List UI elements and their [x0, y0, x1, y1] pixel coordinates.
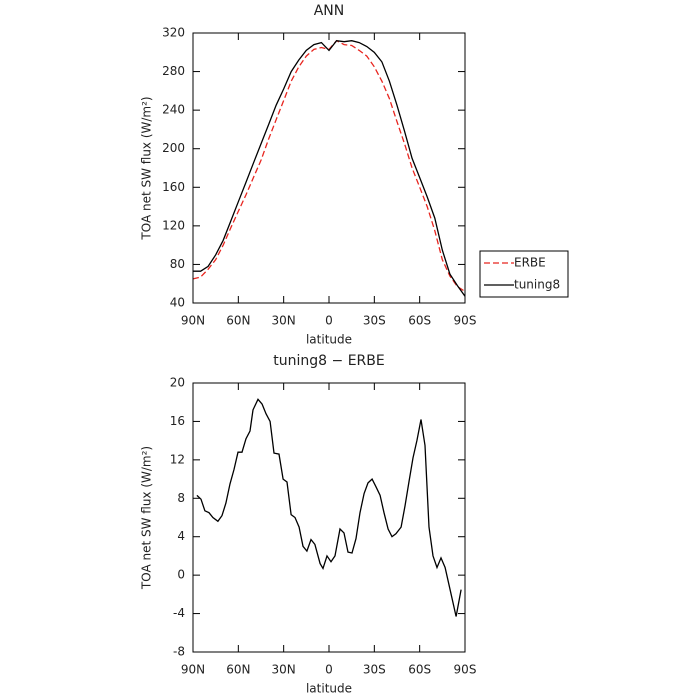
y-tick-label: 16 [170, 414, 185, 428]
x-tick-label: 60S [408, 663, 431, 677]
x-tick-label: 90N [181, 314, 205, 328]
x-tick-label: 0 [325, 314, 333, 328]
y-tick-label: 40 [170, 296, 185, 310]
x-axis-label: latitude [306, 333, 352, 347]
x-tick-label: 30N [272, 314, 296, 328]
x-tick-label: 30N [272, 663, 296, 677]
x-tick-label: 60N [226, 663, 250, 677]
x-tick-label: 30S [363, 314, 386, 328]
x-tick-label: 60S [408, 314, 431, 328]
y-axis-label: TOA net SW flux (W/m²) [140, 446, 154, 590]
chart-title: tuning8 − ERBE [273, 353, 384, 369]
y-tick-label: 200 [162, 141, 185, 155]
y-axis-label: TOA net SW flux (W/m²) [140, 96, 154, 240]
y-tick-label: 12 [170, 452, 185, 466]
plot-frame [192, 32, 466, 304]
x-tick-label: 60N [226, 314, 250, 328]
line-series [192, 39, 466, 292]
y-tick-label: 0 [177, 568, 185, 582]
legend-label: tuning8 [514, 278, 560, 292]
y-tick-label: 320 [162, 26, 185, 40]
y-tick-label: 280 [162, 64, 185, 78]
y-tick-label: 160 [162, 180, 185, 194]
x-axis-label: latitude [306, 682, 352, 696]
legend-label: ERBE [514, 256, 546, 270]
x-tick-label: 90S [454, 663, 477, 677]
y-tick-label: -4 [173, 606, 185, 620]
y-tick-label: -8 [173, 645, 185, 659]
y-tick-label: 240 [162, 103, 185, 117]
x-tick-label: 0 [325, 663, 333, 677]
line-series [196, 398, 462, 617]
y-tick-label: 120 [162, 218, 185, 232]
y-tick-label: 8 [177, 491, 185, 505]
chart-title: ANN [314, 3, 345, 19]
y-tick-label: 4 [177, 529, 185, 543]
x-tick-label: 90N [181, 663, 205, 677]
plot-frame [192, 382, 466, 653]
x-tick-label: 30S [363, 663, 386, 677]
legend-box [479, 250, 569, 298]
line-series [193, 40, 466, 297]
x-tick-label: 90S [454, 314, 477, 328]
y-tick-label: 80 [170, 257, 185, 271]
y-tick-label: 20 [170, 376, 185, 390]
